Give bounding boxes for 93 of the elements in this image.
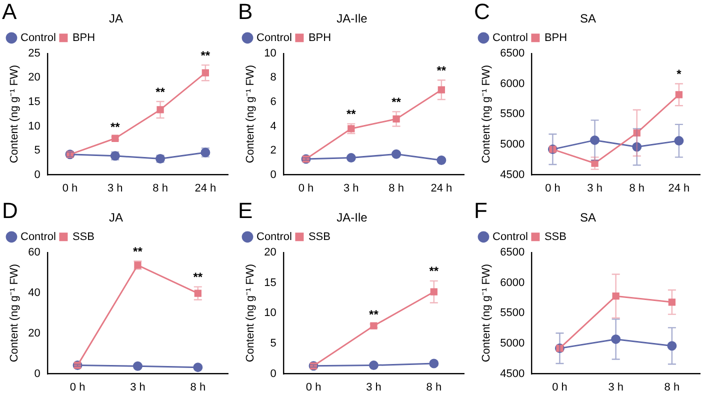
legend-label: SSB	[308, 230, 330, 243]
chart-title: JA	[108, 12, 124, 26]
annotation: **	[193, 270, 203, 284]
text: A	[2, 0, 17, 24]
chart-title: SA	[580, 210, 596, 225]
text: E	[238, 198, 253, 224]
y-tick-label: 0	[34, 168, 40, 181]
text: D	[2, 198, 18, 224]
x-tick-label: 8 h	[664, 381, 680, 394]
y-tick-label: 8	[270, 72, 276, 84]
y-tick-label: 4	[270, 120, 276, 132]
legend-label: BPH	[308, 32, 332, 44]
y-tick-label: 20	[264, 246, 276, 258]
legend-label: SSB	[72, 230, 94, 243]
x-tick-label: 3 h	[130, 381, 146, 394]
y-tick-label: 5000	[500, 337, 525, 350]
annotation: **	[392, 94, 402, 109]
annotation: **	[436, 63, 446, 78]
legend-label: Control	[492, 230, 528, 243]
x-tick-label: 3 h	[344, 182, 359, 194]
text: C	[474, 0, 490, 24]
y-tick-label: 10	[264, 307, 276, 320]
y-axis-title: Content (ng g⁻¹ FW)	[8, 264, 21, 362]
annotation: **	[133, 244, 143, 258]
y-tick-label: 5500	[500, 108, 525, 120]
text: F	[474, 198, 488, 224]
y-axis-title: Content (ng g⁻¹ FW)	[244, 65, 257, 164]
x-tick-label: 3 h	[108, 182, 123, 194]
y-tick-label: 10	[264, 47, 276, 60]
annotation: **	[346, 107, 356, 122]
y-axis-title: Content (ng g⁻¹ FW)	[244, 264, 257, 362]
y-tick-label: 20	[28, 72, 40, 84]
y-axis-title: Content (ng g⁻¹ FW)	[480, 65, 493, 164]
x-tick-label: 3 h	[366, 381, 382, 394]
x-tick-label: 0 h	[306, 381, 322, 394]
y-tick-label: 15	[28, 96, 40, 108]
legend-label: Control	[20, 32, 56, 44]
y-tick-label: 20	[28, 327, 40, 340]
y-axis-title: Content (ng g⁻¹ FW)	[480, 264, 493, 362]
x-tick-label: 8 h	[152, 182, 168, 194]
legend-label: BPH	[72, 32, 96, 44]
chart-title: JA-Ile	[336, 12, 368, 26]
x-tick-label: 24 h	[430, 182, 452, 194]
annotation: *	[676, 67, 682, 82]
text: B	[238, 0, 253, 24]
x-tick-label: 0 h	[552, 381, 568, 394]
annotation: **	[369, 307, 379, 322]
y-tick-label: 0	[270, 168, 276, 181]
x-tick-label: 3 h	[587, 182, 602, 194]
y-tick-label: 6000	[500, 78, 525, 90]
chart-title: JA-Ile	[336, 210, 368, 225]
y-tick-label: 4500	[500, 368, 525, 380]
chart-title: SA	[580, 12, 596, 26]
y-tick-label: 5	[270, 337, 276, 350]
legend-label: Control	[492, 32, 528, 44]
y-tick-label: 5500	[500, 307, 525, 320]
annotation: **	[200, 48, 210, 62]
x-tick-label: 0 h	[298, 182, 314, 194]
x-tick-label: 3 h	[608, 381, 624, 394]
y-tick-label: 15	[264, 276, 276, 289]
y-tick-label: 6500	[500, 47, 525, 60]
x-tick-label: 8 h	[426, 381, 442, 394]
legend-label: Control	[256, 230, 292, 243]
annotation: **	[156, 84, 166, 99]
legend-label: Control	[256, 32, 292, 44]
y-tick-label: 40	[28, 286, 40, 299]
y-tick-label: 4500	[500, 168, 525, 181]
legend-label: BPH	[544, 32, 568, 44]
x-tick-label: 24 h	[194, 182, 216, 194]
x-tick-label: 8 h	[388, 182, 404, 194]
annotation: **	[429, 264, 439, 278]
x-tick-label: 0 h	[70, 381, 86, 394]
x-tick-label: 24 h	[668, 182, 690, 194]
y-tick-label: 10	[28, 120, 40, 132]
x-tick-label: 8 h	[190, 381, 206, 394]
annotation: **	[110, 120, 120, 134]
legend-label: SSB	[544, 230, 566, 243]
chart-title: JA	[108, 210, 124, 225]
y-axis-title: Content (ng g⁻¹ FW)	[8, 65, 21, 164]
y-tick-label: 6000	[500, 276, 525, 289]
y-tick-label: 5	[34, 144, 40, 157]
y-tick-label: 6	[270, 96, 276, 108]
y-tick-label: 0	[270, 368, 276, 380]
y-tick-label: 2	[270, 144, 276, 157]
y-tick-label: 25	[28, 47, 40, 60]
y-tick-label: 5000	[500, 138, 525, 150]
x-tick-label: 0 h	[545, 182, 560, 194]
x-tick-label: 0 h	[62, 182, 78, 194]
x-tick-label: 8 h	[629, 182, 645, 194]
y-tick-label: 0	[34, 368, 40, 380]
y-tick-label: 6500	[500, 246, 525, 258]
legend-label: Control	[20, 230, 56, 243]
y-tick-label: 60	[28, 246, 40, 258]
